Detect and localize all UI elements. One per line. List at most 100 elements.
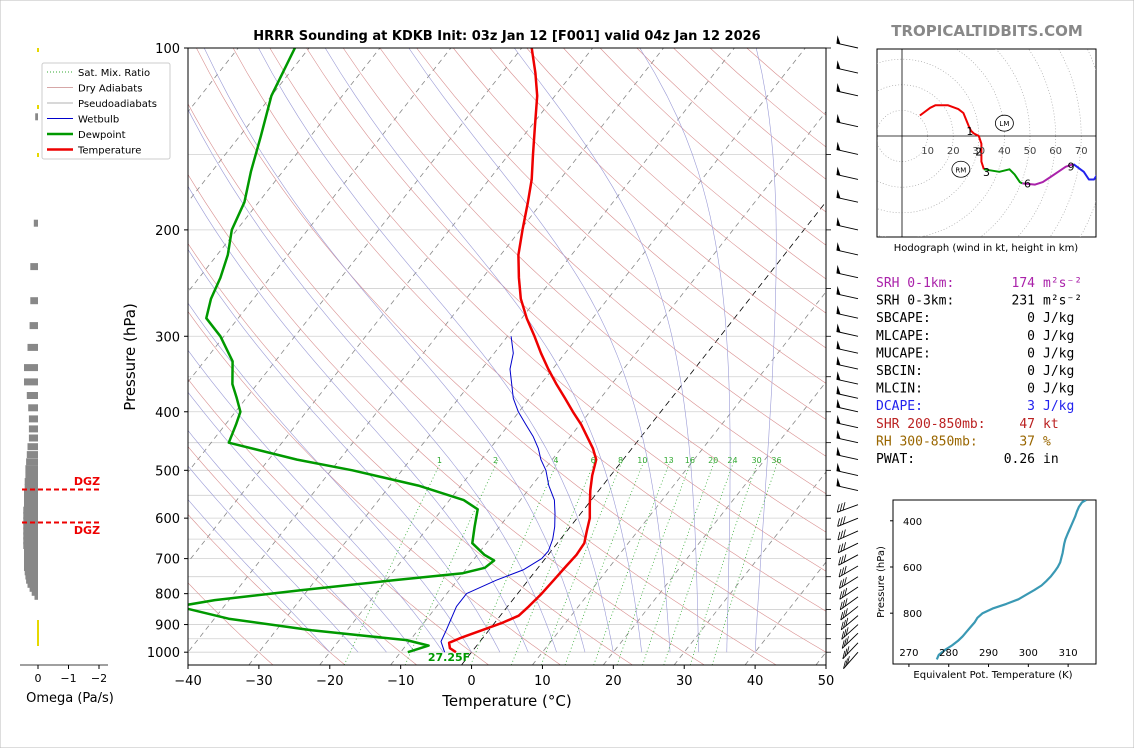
omega-tick-label: −2 — [91, 672, 107, 685]
index-unit: in — [1043, 452, 1059, 467]
index-value: 0 — [1027, 311, 1035, 326]
index-unit: J/kg — [1043, 311, 1074, 326]
x-tick-label: −10 — [387, 674, 414, 689]
index-value: 0.26 — [1004, 452, 1035, 467]
y-axis-label: Pressure (hPa) — [121, 303, 139, 411]
omega-positive-mark — [37, 620, 39, 646]
dgz-label-lower: DGZ — [74, 475, 100, 488]
index-label: SRH 0-1km: — [876, 276, 954, 291]
index-label: SHR 200-850mb: — [876, 417, 986, 432]
hodograph-height-label: 3 — [983, 166, 990, 179]
theta-e-x-label: Equivalent Pot. Temperature (K) — [913, 670, 1072, 681]
theta-e-x-tick-label: 280 — [939, 648, 958, 659]
y-tick-label: 400 — [155, 406, 180, 421]
index-unit: J/kg — [1043, 346, 1074, 361]
hodograph-height-label: 9 — [1067, 161, 1074, 174]
index-label: SBCIN: — [876, 364, 923, 379]
omega-bar — [30, 297, 38, 304]
legend-pseudoadiabats: Pseudoadiabats — [78, 99, 157, 110]
hodograph-height-label: 1 — [966, 125, 973, 138]
legend-wetbulb: Wetbulb — [78, 115, 119, 126]
y-tick-label: 800 — [155, 588, 180, 603]
omega-bar — [35, 593, 39, 600]
theta-e-y-tick-label: 400 — [903, 517, 922, 528]
dgz-label-upper: DGZ — [74, 524, 100, 537]
omega-tick-label: −1 — [60, 672, 76, 685]
omega-bar — [27, 392, 38, 399]
mixing-ratio-label: 10 — [637, 456, 647, 465]
mixing-ratio-label: 16 — [685, 456, 695, 465]
legend-dewpoint: Dewpoint — [78, 130, 126, 141]
index-label: SRH 0-3km: — [876, 294, 954, 309]
index-label: PWAT: — [876, 452, 915, 467]
hodograph-height-label: 2 — [975, 145, 982, 158]
omega-bar — [29, 435, 38, 442]
omega-bar — [29, 415, 38, 422]
index-unit: J/kg — [1043, 329, 1074, 344]
index-unit: m²s⁻² — [1043, 294, 1082, 309]
y-tick-label: 200 — [155, 224, 180, 239]
omega-bar — [25, 472, 38, 479]
hodograph-ring-label: 20 — [947, 146, 960, 157]
omega-bar — [25, 465, 38, 472]
mixing-ratio-label: 2 — [493, 456, 498, 465]
hodograph-ring-label: 40 — [998, 146, 1011, 157]
theta-e-y-tick-label: 600 — [903, 563, 922, 574]
y-tick-label: 100 — [155, 42, 180, 57]
index-unit: kt — [1043, 417, 1059, 432]
x-tick-label: 50 — [818, 674, 835, 689]
hodograph-height-label: 6 — [1024, 177, 1031, 190]
omega-bar — [28, 443, 39, 450]
hodograph-ring-label: 10 — [921, 146, 934, 157]
index-value: 37 — [1019, 434, 1035, 449]
index-unit: % — [1043, 434, 1051, 449]
y-tick-label: 1000 — [147, 646, 180, 661]
omega-bar — [26, 458, 38, 465]
y-tick-label: 300 — [155, 330, 180, 345]
omega-bar — [30, 263, 38, 270]
mixing-ratio-label: 20 — [708, 456, 718, 465]
index-value: 0 — [1027, 329, 1035, 344]
mixing-ratio-label: 1 — [437, 456, 442, 465]
x-axis-label: Temperature (°C) — [441, 692, 571, 710]
index-label: SBCAPE: — [876, 311, 931, 326]
x-tick-label: 30 — [676, 674, 693, 689]
legend-sat-mix: Sat. Mix. Ratio — [78, 68, 150, 79]
mixing-ratio-label: 24 — [727, 456, 737, 465]
y-tick-label: 600 — [155, 512, 180, 527]
omega-positive-mark — [37, 48, 39, 52]
storm-motion-label: RM — [955, 166, 966, 174]
index-value: 47 — [1019, 417, 1035, 432]
omega-tick-label: 0 — [35, 672, 42, 685]
omega-bar — [29, 425, 38, 432]
x-tick-label: −20 — [316, 674, 343, 689]
omega-bar — [24, 364, 38, 371]
mixing-ratio-label: 30 — [752, 456, 762, 465]
x-tick-label: 10 — [534, 674, 551, 689]
hodograph-ring-label: 50 — [1024, 146, 1037, 157]
omega-bar — [34, 220, 38, 227]
theta-e-x-tick-label: 270 — [899, 648, 918, 659]
y-tick-label: 700 — [155, 553, 180, 568]
index-value: 0 — [1027, 364, 1035, 379]
index-unit: J/kg — [1043, 364, 1074, 379]
mixing-ratio-label: 4 — [553, 456, 558, 465]
index-label: MUCAPE: — [876, 346, 931, 361]
x-tick-label: −30 — [245, 674, 272, 689]
omega-bar — [28, 404, 38, 411]
y-tick-label: 500 — [155, 464, 180, 479]
surface-wetbulb-label: 27.25F — [428, 651, 470, 664]
legend: Sat. Mix. Ratio Dry Adiabats Pseudoadiab… — [42, 63, 170, 159]
mixing-ratio-label: 13 — [664, 456, 674, 465]
index-label: RH 300-850mb: — [876, 434, 978, 449]
theta-e-frame — [893, 500, 1096, 664]
index-value: 0 — [1027, 346, 1035, 361]
mixing-ratio-label: 6 — [591, 456, 596, 465]
theta-e-x-tick-label: 290 — [979, 648, 998, 659]
x-tick-label: −40 — [174, 674, 201, 689]
storm-motion-label: LM — [999, 120, 1009, 128]
omega-positive-mark — [37, 105, 39, 109]
mixing-ratio-label: 36 — [771, 456, 781, 465]
index-label: DCAPE: — [876, 399, 923, 414]
